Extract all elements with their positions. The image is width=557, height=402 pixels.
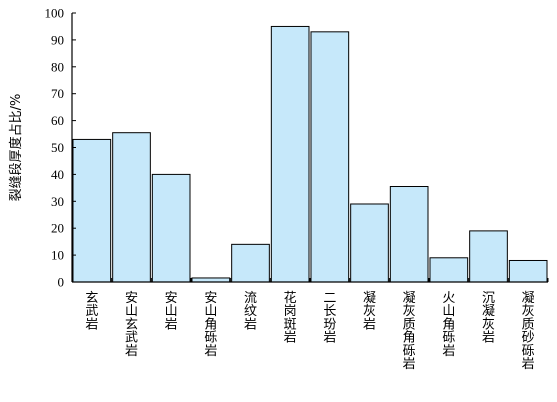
x-tick-label-6: 花岗斑岩 xyxy=(284,290,297,346)
y-tick-label-1: 0 xyxy=(58,275,65,290)
bar-9 xyxy=(389,186,429,283)
y-axis: 0 10 20 30 40 50 60 70 80 90 100 xyxy=(45,6,76,290)
bar-6 xyxy=(270,25,310,283)
y-tick-label-6: 50 xyxy=(51,140,64,155)
x-tick-label-5: 流纹岩 xyxy=(244,291,257,332)
bar-5 xyxy=(231,243,270,283)
x-tick-label-8: 凝灰岩 xyxy=(363,290,376,332)
bar-4 xyxy=(191,277,231,283)
x-tick-label-2: 安山玄武岩 xyxy=(125,291,138,359)
x-axis: 玄武岩 安山玄武岩 安山岩 安山角砾岩 流纹岩 花岗斑岩 二长玢岩 凝灰岩 凝灰质角砾岩 火山角砾… xyxy=(71,278,549,372)
x-tick-label-4: 安山角砾岩 xyxy=(204,291,217,359)
y-tick-label-9: 80 xyxy=(51,59,64,74)
x-tick-label-7: 二长玢岩 xyxy=(323,291,336,346)
x-tick-label-3: 安山岩 xyxy=(165,291,178,332)
x-tick-label-12: 凝灰质砂砾岩 xyxy=(522,290,535,372)
y-axis-label: 裂缝段厚度占比/% xyxy=(8,94,24,202)
bar-7 xyxy=(310,31,350,283)
y-tick-label-11: 100 xyxy=(45,6,65,21)
y-tick-label-4: 30 xyxy=(51,194,64,209)
bar-2 xyxy=(112,132,151,283)
y-tick-label-7: 60 xyxy=(51,113,64,128)
bar-1 xyxy=(72,138,112,283)
bar-3 xyxy=(151,173,191,283)
y-tick-label-10: 90 xyxy=(51,32,64,47)
x-tick-label-1: 玄武岩 xyxy=(85,291,98,332)
y-tick-label-8: 70 xyxy=(51,86,64,101)
y-tick-label-3: 20 xyxy=(51,221,64,236)
y-tick-label-2: 10 xyxy=(51,248,64,263)
bar-12 xyxy=(508,259,548,283)
bar-11 xyxy=(469,230,508,283)
x-tick-label-11: 沉凝灰岩 xyxy=(482,291,495,346)
x-tick-label-10: 火山角砾岩 xyxy=(442,291,455,359)
bars-group xyxy=(72,25,548,283)
bar-8 xyxy=(350,203,389,283)
x-tick-label-9: 凝灰质角砾岩 xyxy=(403,290,416,372)
bar-10 xyxy=(429,257,469,283)
y-tick-label-5: 40 xyxy=(51,167,64,182)
